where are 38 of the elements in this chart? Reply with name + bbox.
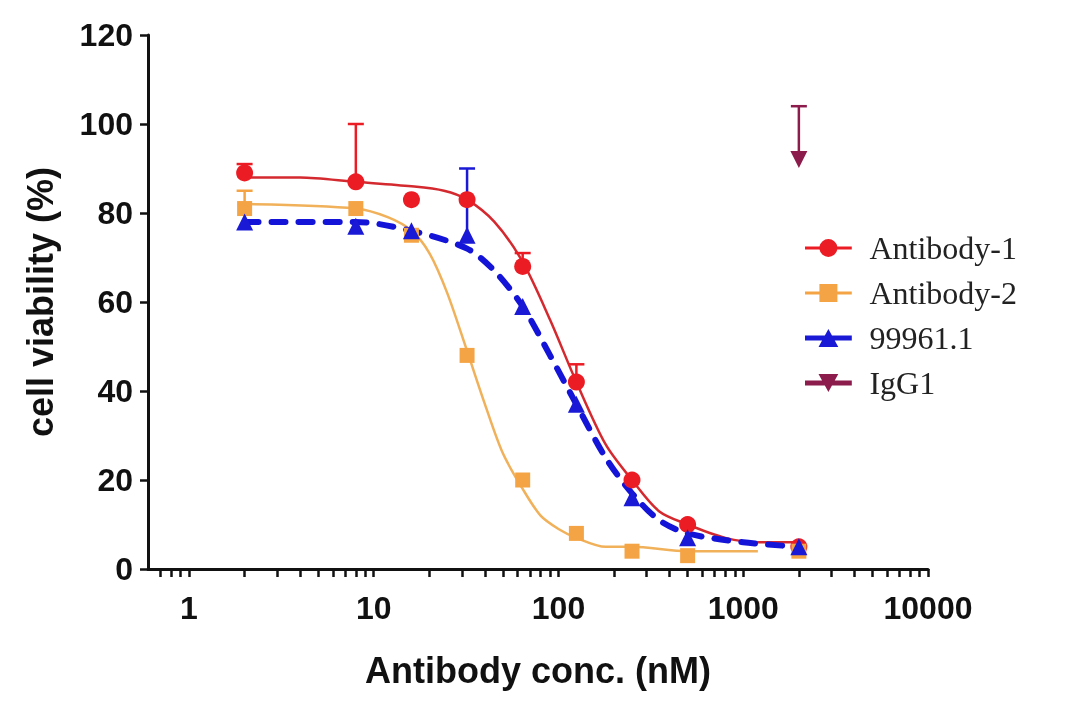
y-tick-label: 20 bbox=[97, 462, 133, 498]
point bbox=[347, 173, 365, 191]
point bbox=[679, 529, 697, 547]
point bbox=[679, 516, 697, 533]
y-tick-label: 80 bbox=[97, 195, 133, 231]
y-tick-label: 100 bbox=[79, 106, 133, 142]
y-axis-title: cell viability (%) bbox=[19, 166, 61, 438]
y-tick-label: 60 bbox=[97, 284, 133, 320]
point bbox=[567, 373, 585, 391]
point bbox=[348, 201, 364, 217]
y-tick-label: 120 bbox=[79, 17, 133, 53]
legend-label: IgG1 bbox=[869, 365, 936, 401]
y-tick-label: 40 bbox=[97, 373, 133, 409]
point bbox=[624, 543, 640, 559]
point bbox=[515, 472, 531, 488]
point bbox=[347, 217, 365, 235]
point bbox=[514, 257, 532, 275]
point bbox=[568, 525, 584, 541]
point bbox=[514, 297, 532, 315]
x-tick-label: 10 bbox=[355, 590, 392, 626]
legend-label: Antibody-2 bbox=[869, 275, 1017, 311]
legend-label: Antibody-1 bbox=[869, 230, 1017, 266]
point bbox=[680, 548, 696, 564]
y-tick-label: 0 bbox=[115, 551, 133, 587]
legend-label: 99961.1 bbox=[869, 320, 974, 356]
point bbox=[402, 191, 420, 209]
point bbox=[458, 191, 476, 209]
x-tick-label: 1000 bbox=[707, 590, 779, 626]
x-tick-label: 10000 bbox=[883, 590, 973, 626]
point bbox=[623, 489, 641, 507]
x-tick-label: 1 bbox=[180, 590, 198, 626]
point bbox=[402, 222, 420, 240]
point bbox=[567, 395, 585, 413]
x-axis-title: Antibody conc. (nM) bbox=[365, 649, 711, 691]
x-tick-label: 100 bbox=[531, 590, 586, 626]
point bbox=[459, 347, 475, 363]
point bbox=[458, 226, 476, 244]
point bbox=[623, 471, 641, 489]
